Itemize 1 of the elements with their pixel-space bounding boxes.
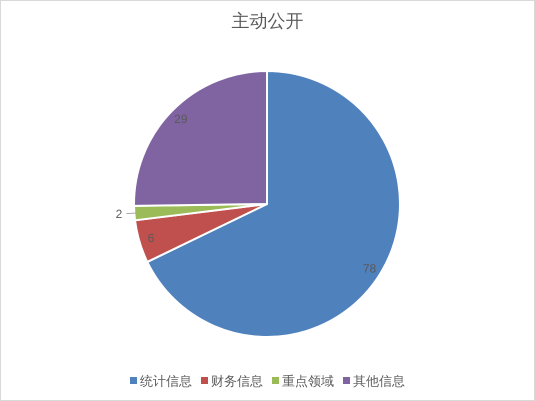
title: 主动公开: [232, 11, 304, 31]
